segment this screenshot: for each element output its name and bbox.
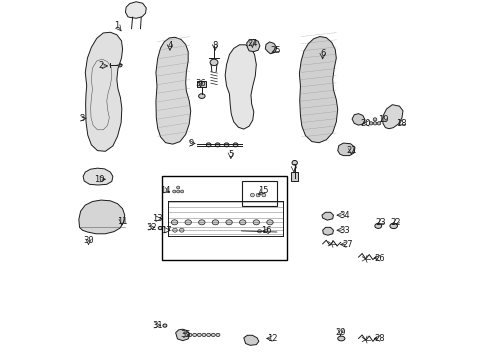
Text: 24: 24 <box>246 39 257 48</box>
Polygon shape <box>79 200 124 234</box>
Polygon shape <box>322 227 333 235</box>
Polygon shape <box>156 37 190 144</box>
Ellipse shape <box>262 193 265 197</box>
Ellipse shape <box>180 190 183 193</box>
Ellipse shape <box>176 186 180 189</box>
Bar <box>197 81 206 87</box>
Ellipse shape <box>192 333 196 337</box>
Ellipse shape <box>202 333 205 337</box>
Ellipse shape <box>376 122 380 125</box>
Bar <box>162 176 286 260</box>
Ellipse shape <box>184 220 191 225</box>
Ellipse shape <box>158 226 162 230</box>
Ellipse shape <box>172 228 177 232</box>
Text: 14: 14 <box>160 186 170 195</box>
Text: 26: 26 <box>374 254 385 263</box>
Polygon shape <box>299 37 337 143</box>
Ellipse shape <box>239 220 245 225</box>
Text: 34: 34 <box>338 211 349 220</box>
Ellipse shape <box>253 220 259 225</box>
Ellipse shape <box>179 228 183 232</box>
Text: 29: 29 <box>335 328 345 337</box>
Ellipse shape <box>117 64 122 67</box>
Ellipse shape <box>256 193 260 197</box>
Polygon shape <box>382 105 402 129</box>
Ellipse shape <box>225 220 232 225</box>
Ellipse shape <box>266 220 273 225</box>
Polygon shape <box>265 42 276 54</box>
Text: 6: 6 <box>319 49 325 58</box>
Ellipse shape <box>233 143 237 147</box>
Text: 10: 10 <box>94 175 104 184</box>
Ellipse shape <box>257 230 261 233</box>
Text: 9: 9 <box>188 139 194 148</box>
Text: 5: 5 <box>228 150 233 159</box>
Ellipse shape <box>374 224 381 228</box>
Ellipse shape <box>337 336 344 341</box>
Text: 15: 15 <box>257 186 268 195</box>
Ellipse shape <box>187 333 192 337</box>
Ellipse shape <box>212 220 218 225</box>
Ellipse shape <box>206 333 210 337</box>
Ellipse shape <box>198 94 204 98</box>
Polygon shape <box>244 335 258 345</box>
Ellipse shape <box>206 143 210 147</box>
Bar <box>290 172 298 181</box>
Text: 17: 17 <box>161 226 171 235</box>
Text: 23: 23 <box>375 218 386 227</box>
Text: 13: 13 <box>152 214 163 223</box>
Ellipse shape <box>250 193 254 197</box>
Ellipse shape <box>176 190 180 193</box>
Text: 11: 11 <box>116 217 127 226</box>
Ellipse shape <box>211 333 215 337</box>
Text: 8: 8 <box>212 41 217 50</box>
Text: 22: 22 <box>390 218 400 227</box>
Polygon shape <box>246 40 260 51</box>
Text: 21: 21 <box>346 146 356 155</box>
Ellipse shape <box>291 161 297 165</box>
Ellipse shape <box>216 333 220 337</box>
Polygon shape <box>337 143 354 156</box>
Ellipse shape <box>197 333 201 337</box>
Text: 31: 31 <box>152 321 163 330</box>
Text: 1: 1 <box>114 21 120 30</box>
Text: 27: 27 <box>342 240 352 249</box>
Ellipse shape <box>210 59 218 66</box>
Polygon shape <box>351 114 364 125</box>
Bar <box>241 181 276 206</box>
Polygon shape <box>175 329 190 341</box>
Ellipse shape <box>215 143 220 147</box>
Text: 19: 19 <box>378 115 388 124</box>
Polygon shape <box>83 168 113 185</box>
Ellipse shape <box>171 220 178 225</box>
Polygon shape <box>321 212 333 220</box>
Text: 20: 20 <box>360 119 370 128</box>
Text: 36: 36 <box>195 79 206 88</box>
Text: 4: 4 <box>167 41 172 50</box>
Text: 35: 35 <box>180 330 190 339</box>
Ellipse shape <box>389 223 397 229</box>
Polygon shape <box>85 32 122 151</box>
Polygon shape <box>125 2 146 18</box>
Text: 28: 28 <box>374 334 385 343</box>
Ellipse shape <box>198 220 204 225</box>
Ellipse shape <box>372 118 376 121</box>
Text: 2: 2 <box>98 62 103 71</box>
Ellipse shape <box>163 324 166 327</box>
Text: 33: 33 <box>338 226 349 235</box>
Polygon shape <box>224 45 256 129</box>
Text: 32: 32 <box>146 223 157 232</box>
Ellipse shape <box>172 190 176 193</box>
Text: 16: 16 <box>261 226 271 235</box>
Text: 3: 3 <box>80 114 85 123</box>
Ellipse shape <box>372 122 376 125</box>
Text: 7: 7 <box>291 164 296 173</box>
Ellipse shape <box>224 143 228 147</box>
Text: 12: 12 <box>266 334 277 343</box>
Text: 25: 25 <box>270 46 281 55</box>
Text: 30: 30 <box>83 237 94 246</box>
Text: 18: 18 <box>395 119 406 128</box>
Ellipse shape <box>368 122 372 125</box>
